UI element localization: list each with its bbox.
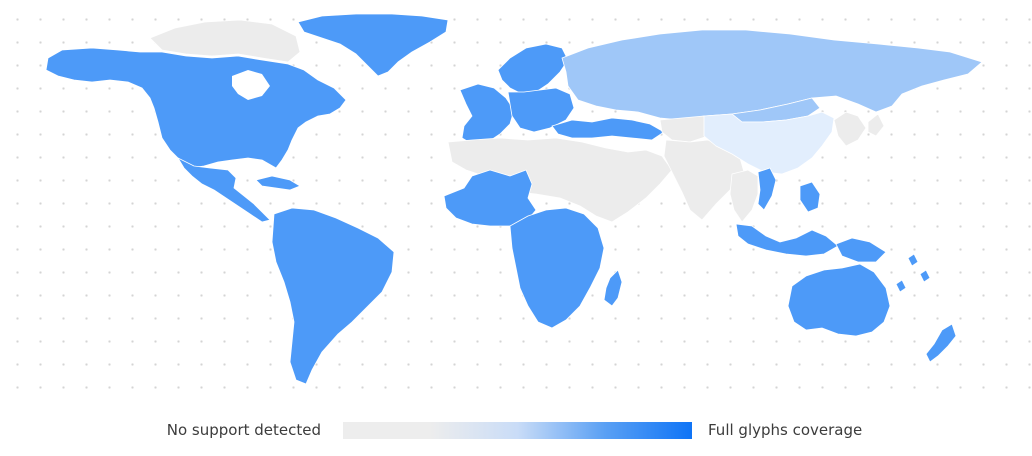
region-scandinavia[interactable] (497, 43, 569, 95)
region-southeast-asia-mainland[interactable] (729, 169, 759, 223)
region-north-america[interactable] (45, 47, 347, 169)
region-papua-new-guinea[interactable] (835, 237, 887, 263)
region-australia[interactable] (787, 263, 891, 337)
region-philippines[interactable] (799, 181, 821, 213)
region-western-europe[interactable] (459, 83, 515, 145)
region-arctic-canada[interactable] (149, 19, 301, 63)
region-madagascar[interactable] (603, 269, 623, 307)
region-south-america[interactable] (271, 207, 395, 385)
legend-max-label: Full glyphs coverage (708, 421, 863, 439)
legend-min-label: No support detected (166, 421, 321, 439)
region-korea-japan[interactable] (833, 111, 885, 147)
region-eastern-europe[interactable] (507, 87, 575, 133)
region-central-southern-africa[interactable] (509, 207, 605, 329)
coverage-legend: No support detected Full glyphs coverage (0, 414, 1032, 446)
region-turkey-caucasus[interactable] (551, 117, 665, 141)
region-hudson-bay (232, 70, 270, 100)
region-indonesia-malaysia[interactable] (735, 223, 839, 257)
region-pacific-islands[interactable] (895, 253, 931, 293)
region-greenland[interactable] (297, 13, 449, 77)
region-new-zealand[interactable] (925, 323, 957, 363)
region-vietnam[interactable] (757, 167, 777, 211)
legend-gradient-bar (343, 422, 692, 439)
world-map (45, 13, 983, 385)
region-caribbean[interactable] (255, 175, 301, 191)
region-china[interactable] (703, 111, 835, 175)
region-central-america[interactable] (177, 157, 271, 223)
region-west-africa[interactable] (443, 169, 537, 227)
region-russia[interactable] (561, 29, 983, 121)
